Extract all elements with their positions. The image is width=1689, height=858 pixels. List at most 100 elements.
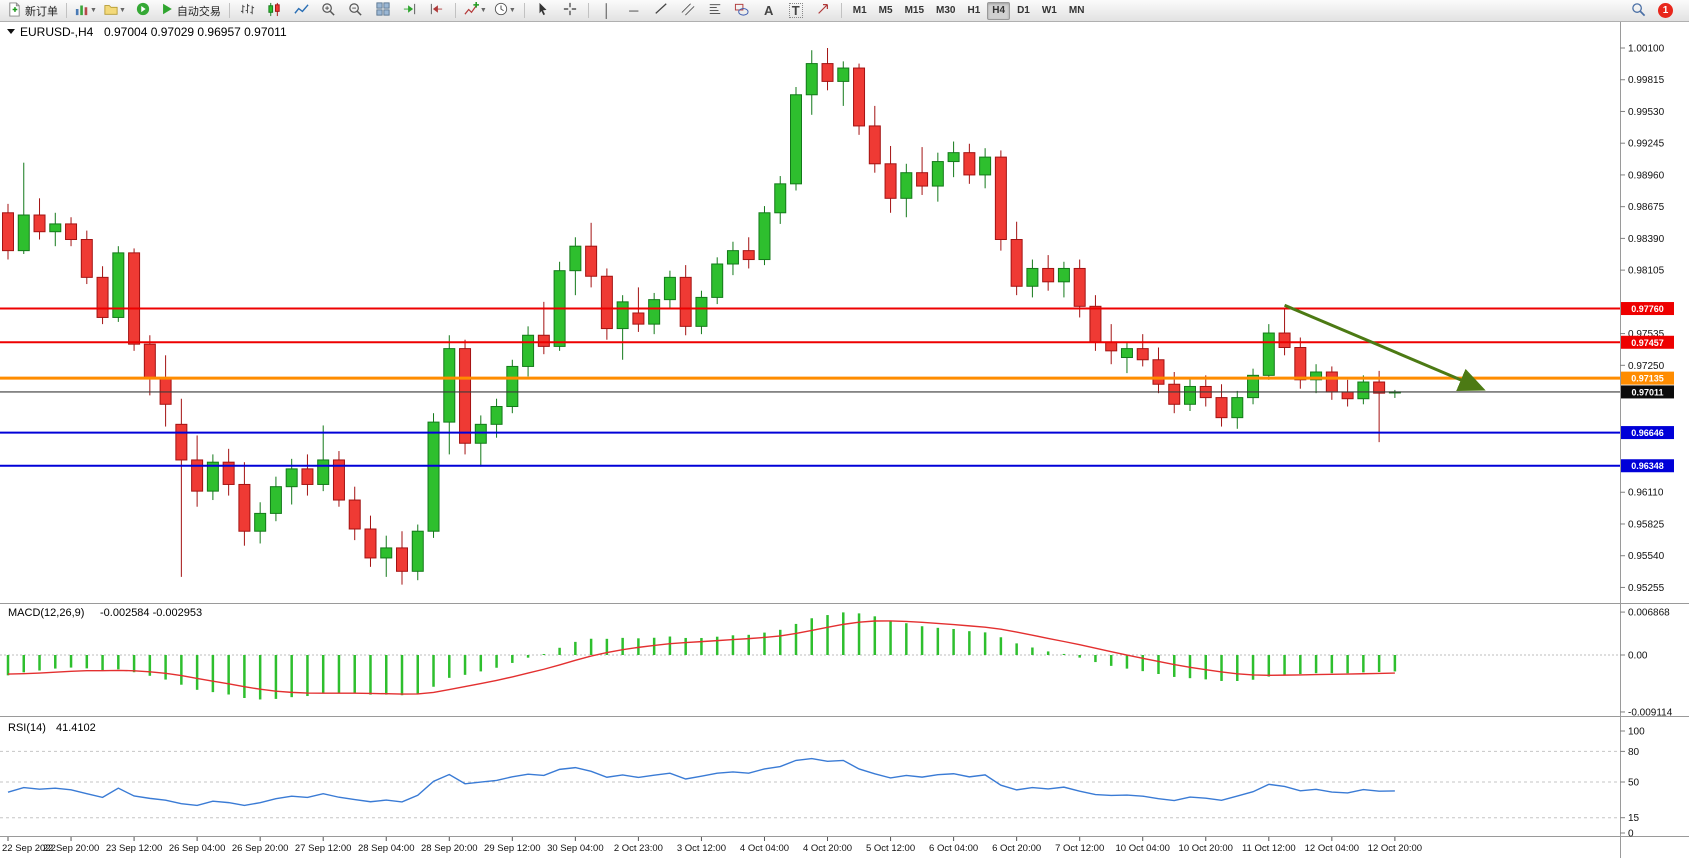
price-axis-label: 0.97250 xyxy=(1628,361,1665,372)
crosshair-icon xyxy=(563,2,577,19)
bars-mode-icon xyxy=(240,2,255,20)
text-label-button[interactable]: T xyxy=(783,1,809,21)
time-axis-label: 3 Oct 12:00 xyxy=(677,843,726,854)
candle-body xyxy=(490,406,503,425)
community-icon xyxy=(136,2,150,19)
candle-body xyxy=(427,421,440,532)
tile-windows-button[interactable] xyxy=(370,1,396,21)
symbol-dropdown-icon[interactable] xyxy=(7,29,15,34)
rsi-line xyxy=(7,757,1395,807)
timeframe-m1-button[interactable]: M1 xyxy=(852,5,867,16)
chart-bars-button[interactable] xyxy=(235,1,261,21)
candle-body xyxy=(600,275,613,330)
tile-windows-icon xyxy=(376,2,390,19)
candle-body xyxy=(443,348,456,423)
candle-body xyxy=(569,245,582,272)
chart-candlesticks-button[interactable] xyxy=(262,1,288,21)
price-axis[interactable]: 1.00100 0.99815 0.99530 0.99245 0.98960 0.986… xyxy=(1620,44,1665,594)
search-icon xyxy=(1631,2,1646,20)
auto-scroll-button[interactable] xyxy=(397,1,423,21)
timeframe-d1-button[interactable]: D1 xyxy=(1017,5,1030,16)
time-axis-label: 11 Oct 12:00 xyxy=(1242,843,1296,854)
price-tag-label: 0.97760 xyxy=(1631,304,1664,314)
time-axis-label: 4 Oct 20:00 xyxy=(803,843,852,854)
macd-axis-label: -0.009114 xyxy=(1628,707,1673,718)
horizontal-lines-layer xyxy=(0,307,1620,467)
chart-shift-button[interactable] xyxy=(424,1,450,21)
candle-body xyxy=(17,214,30,252)
new-order-button[interactable]: 新订单 xyxy=(4,1,61,21)
new-chart-button[interactable]: ▼ xyxy=(72,1,100,21)
time-axis-label: 28 Sep 04:00 xyxy=(358,843,415,854)
vertical-line-icon: │ xyxy=(602,3,611,18)
candle-body xyxy=(33,214,46,233)
timeframe-m15-button[interactable]: M15 xyxy=(904,5,925,16)
rsi-axis-label: 50 xyxy=(1628,778,1640,789)
timeframe-m5-button[interactable]: M5 xyxy=(878,5,893,16)
vertical-line-button[interactable]: │ xyxy=(594,1,620,21)
profiles-button[interactable]: ▼ xyxy=(101,1,129,21)
rsi-axis-label: 0 xyxy=(1628,829,1634,840)
candle-body xyxy=(931,161,944,187)
candle-body xyxy=(648,299,661,325)
zoom-out-button[interactable] xyxy=(343,1,369,21)
arrows-button[interactable] xyxy=(810,1,836,21)
timeframe-w1-button[interactable]: W1 xyxy=(1041,5,1057,16)
candle-body xyxy=(963,152,976,176)
time-axis-label: 26 Sep 20:00 xyxy=(232,843,289,854)
price-axis-label: 0.95540 xyxy=(1628,551,1665,562)
candle-body xyxy=(585,245,598,277)
bar-chart-icon xyxy=(75,2,89,19)
candle-body xyxy=(2,212,14,252)
cursor-button[interactable] xyxy=(530,1,556,21)
indicators-button[interactable]: ▼ xyxy=(461,1,490,21)
candle-body xyxy=(1026,267,1039,287)
rsi-label: RSI(14) xyxy=(8,722,46,734)
time-axis-label: 12 Oct 04:00 xyxy=(1305,843,1359,854)
time-axis-label: 2 Oct 23:00 xyxy=(614,843,663,854)
timeframe-m30-button[interactable]: M30 xyxy=(936,5,956,16)
notifications-badge[interactable]: 1 xyxy=(1658,3,1673,18)
timeframe-mn-button[interactable]: MN xyxy=(1068,5,1085,16)
channel-button[interactable] xyxy=(675,1,701,21)
timeframe-h1-button[interactable]: H1 xyxy=(967,5,981,16)
trendline-button[interactable] xyxy=(648,1,674,21)
shapes-button[interactable] xyxy=(729,1,755,21)
zoom-out-icon xyxy=(348,2,363,20)
periods-button[interactable]: ▼ xyxy=(491,1,519,21)
rsi-axis-label: 80 xyxy=(1628,747,1640,758)
chart-line-button[interactable] xyxy=(289,1,315,21)
time-axis-label: 29 Sep 12:00 xyxy=(484,843,541,854)
crosshair-button[interactable] xyxy=(557,1,583,21)
candle-body xyxy=(175,423,188,461)
candle-body xyxy=(742,250,755,261)
zoom-in-button[interactable] xyxy=(316,1,342,21)
timeframe-h4-button[interactable]: H4 xyxy=(987,1,1011,20)
candle-body xyxy=(301,468,314,485)
new-order-icon xyxy=(7,1,22,20)
candle-body xyxy=(947,152,960,163)
time-axis-label: 22 Sep 2022 xyxy=(2,843,56,854)
candle-body xyxy=(1294,347,1307,381)
search-button[interactable] xyxy=(1625,1,1651,21)
horizontal-line-button[interactable]: ─ xyxy=(621,1,647,21)
trend-arrow[interactable] xyxy=(1283,303,1486,391)
time-axis-label: 30 Sep 04:00 xyxy=(547,843,604,854)
candle-body xyxy=(254,512,267,532)
price-axis-label: 0.98960 xyxy=(1628,170,1665,181)
fibonacci-button[interactable] xyxy=(702,1,728,21)
community-button[interactable] xyxy=(130,1,156,21)
time-axis-label: 22 Sep 20:00 xyxy=(43,843,100,854)
text-button[interactable]: A xyxy=(756,1,782,21)
candle-body xyxy=(916,172,929,187)
autotrading-label: 自动交易 xyxy=(176,5,221,18)
auto-scroll-icon xyxy=(402,2,417,20)
candle-body xyxy=(1373,381,1386,394)
macd-axis-label: 0.006868 xyxy=(1628,608,1670,619)
macd-values: -0.002584 -0.002953 xyxy=(100,607,202,619)
candle-body xyxy=(1310,371,1323,381)
candle-body xyxy=(837,67,850,82)
autotrading-button[interactable]: 自动交易 xyxy=(157,1,224,21)
